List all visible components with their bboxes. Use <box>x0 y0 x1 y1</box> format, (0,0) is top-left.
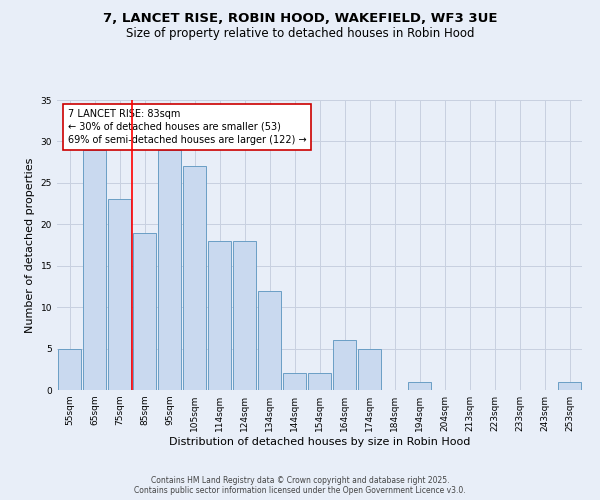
Bar <box>258 290 281 390</box>
Bar <box>158 150 181 390</box>
Bar <box>358 348 381 390</box>
Bar <box>58 348 81 390</box>
Bar <box>308 374 331 390</box>
Bar <box>133 232 156 390</box>
Bar <box>408 382 431 390</box>
Bar <box>283 374 306 390</box>
Bar <box>183 166 206 390</box>
Text: 7, LANCET RISE, ROBIN HOOD, WAKEFIELD, WF3 3UE: 7, LANCET RISE, ROBIN HOOD, WAKEFIELD, W… <box>103 12 497 26</box>
X-axis label: Distribution of detached houses by size in Robin Hood: Distribution of detached houses by size … <box>169 437 470 447</box>
Bar <box>108 200 131 390</box>
Bar <box>83 150 106 390</box>
Bar <box>333 340 356 390</box>
Bar <box>233 241 256 390</box>
Bar <box>558 382 581 390</box>
Y-axis label: Number of detached properties: Number of detached properties <box>25 158 35 332</box>
Text: 7 LANCET RISE: 83sqm
← 30% of detached houses are smaller (53)
69% of semi-detac: 7 LANCET RISE: 83sqm ← 30% of detached h… <box>67 108 306 145</box>
Text: Contains HM Land Registry data © Crown copyright and database right 2025.
Contai: Contains HM Land Registry data © Crown c… <box>134 476 466 495</box>
Bar <box>208 241 231 390</box>
Text: Size of property relative to detached houses in Robin Hood: Size of property relative to detached ho… <box>126 28 474 40</box>
